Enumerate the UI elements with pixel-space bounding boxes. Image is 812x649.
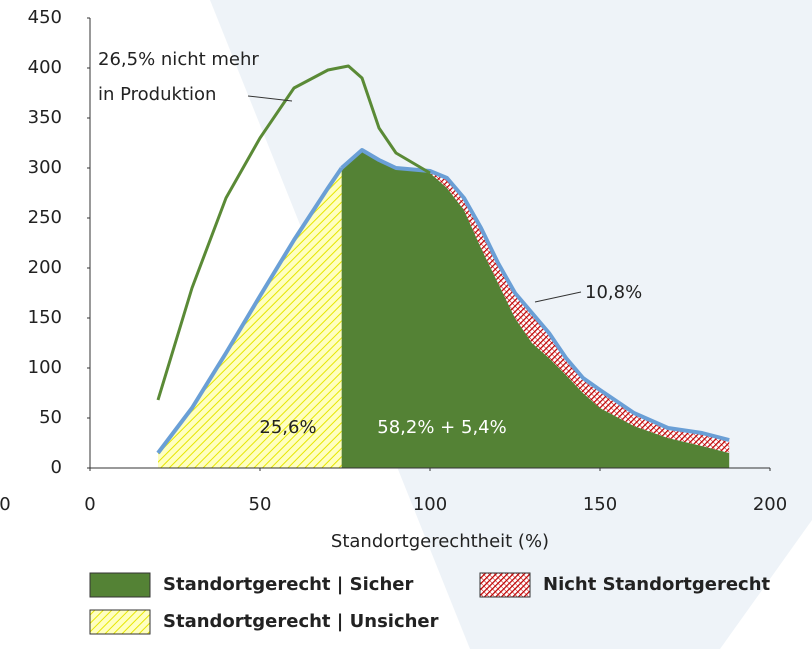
y-tick-label: 100 <box>28 357 62 378</box>
x-tick-label: 200 <box>753 494 787 515</box>
y-tick-label: 400 <box>28 57 62 78</box>
total-line <box>156 64 431 401</box>
y-tick-label: 50 <box>39 407 62 428</box>
y-tick-label: 0 <box>51 457 62 478</box>
outline <box>340 148 730 442</box>
annotation: 10,8% <box>585 282 642 303</box>
y-tick-label: 450 <box>28 7 62 28</box>
legend-swatch <box>89 609 151 635</box>
legend-label: Nicht Standortgerecht <box>543 574 771 595</box>
legend: Standortgerecht | Sicher Nicht Standortge… <box>89 572 771 635</box>
leader-line <box>247 95 293 102</box>
annotation: 25,6% <box>259 417 316 438</box>
area <box>341 150 730 468</box>
x-tick-label: 100 <box>413 494 447 515</box>
outline <box>156 166 344 455</box>
legend-label: Standortgerecht | Unsicher <box>163 611 439 632</box>
x-tick-label: 50 <box>249 494 272 515</box>
leader-line <box>534 291 582 303</box>
stray-label: 0 <box>0 494 11 515</box>
y-tick-label: 200 <box>28 257 62 278</box>
area <box>158 168 342 468</box>
legend-swatch <box>89 572 151 598</box>
y-tick-label: 300 <box>28 157 62 178</box>
annotation: in Produktion <box>98 84 216 105</box>
x-axis-label: Standortgerechtheit (%) <box>331 531 549 552</box>
legend-label: Standortgerecht | Sicher <box>163 574 413 595</box>
x-tick-label: 0 <box>84 494 95 515</box>
annotation: 58,2% + 5,4% <box>377 417 506 438</box>
y-tick-label: 250 <box>28 207 62 228</box>
x-tick-label: 150 <box>583 494 617 515</box>
annotation: 26,5% nicht mehr <box>98 49 259 70</box>
y-tick-label: 350 <box>28 107 62 128</box>
y-tick-label: 150 <box>28 307 62 328</box>
plot-area <box>156 64 730 468</box>
legend-swatch <box>479 572 531 598</box>
